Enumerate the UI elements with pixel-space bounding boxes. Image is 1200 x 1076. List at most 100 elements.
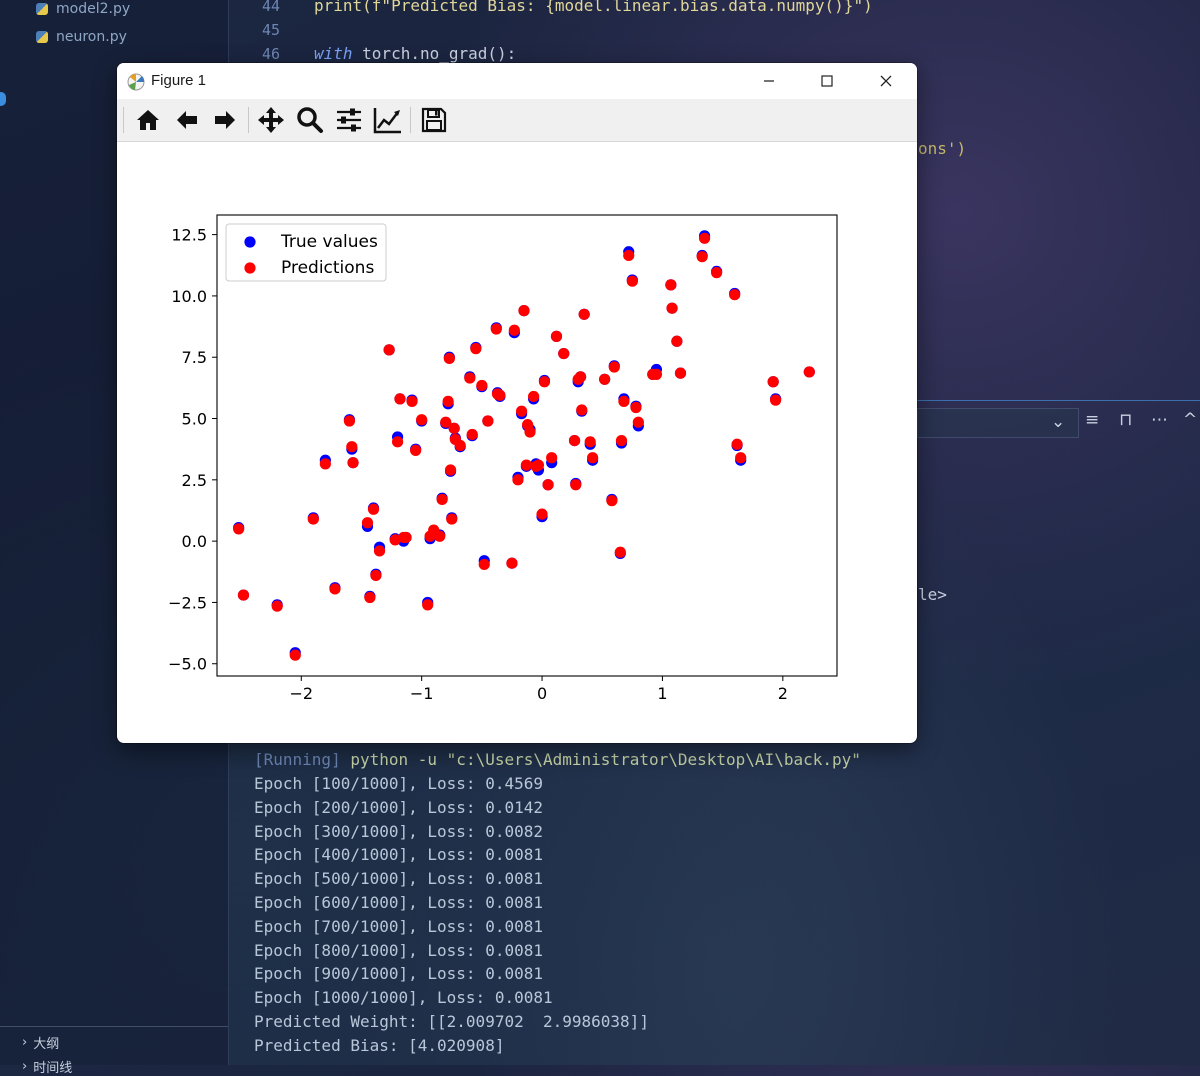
- panel-header: [917, 400, 1200, 445]
- terminal-line: Epoch [100/1000], Loss: 0.4569: [254, 774, 543, 793]
- scatter-point: [307, 513, 319, 525]
- scatter-point: [361, 517, 374, 529]
- timeline-label: 时间线: [33, 1061, 73, 1076]
- scatter-point: [410, 444, 422, 457]
- scatter-point: [442, 395, 454, 407]
- scatter-point: [482, 415, 494, 427]
- terminal-line: Epoch [1000/1000], Loss: 0.0081: [254, 988, 553, 1008]
- code-text: torch.no_grad():: [352, 44, 517, 63]
- scatter-point: [367, 503, 380, 515]
- scatter-point: [364, 591, 376, 604]
- terminal-select[interactable]: ⌄: [917, 408, 1079, 438]
- figure-titlebar[interactable]: Figure 1: [117, 63, 917, 99]
- close-icon: [880, 75, 892, 87]
- home-button[interactable]: [132, 104, 164, 136]
- scatter-point: [391, 436, 404, 448]
- running-tag: [Running]: [254, 750, 341, 769]
- line-number: 46: [262, 45, 281, 63]
- scatter-point: [615, 434, 628, 447]
- forward-button[interactable]: [209, 104, 241, 136]
- scatter-point: [346, 441, 358, 453]
- scatter-point: [394, 393, 406, 405]
- scatter-point: [233, 523, 245, 535]
- code-line-44[interactable]: print(f"Predicted Bias: {model.linear.bi…: [314, 0, 873, 15]
- y-tick-label: −2.5: [168, 593, 207, 612]
- scatter-point: [550, 330, 563, 342]
- scatter-point: [568, 434, 581, 447]
- scatter-point: [576, 404, 588, 416]
- scatter-point: [524, 426, 536, 438]
- scatter-point: [508, 324, 520, 336]
- scatter-point: [400, 531, 412, 544]
- scatter-point: [711, 267, 723, 279]
- axes-frame: [216, 214, 838, 677]
- scatter-point: [454, 439, 466, 452]
- maximize-icon: [821, 75, 833, 87]
- scatter-point: [289, 649, 301, 661]
- scatter-point: [630, 401, 642, 414]
- scatter-point: [422, 599, 434, 611]
- subplots-button[interactable]: [333, 104, 365, 136]
- scatter-point: [370, 569, 382, 582]
- scatter-point: [444, 464, 457, 476]
- file-name: neuron.py: [56, 29, 127, 45]
- more-actions-icon[interactable]: ⋯: [1151, 410, 1168, 430]
- scatter-point: [574, 371, 587, 383]
- pan-button[interactable]: [255, 104, 287, 136]
- close-button[interactable]: [863, 63, 909, 99]
- unlock-icon[interactable]: ⊓: [1119, 410, 1133, 430]
- matplotlib-logo-icon: [127, 73, 145, 91]
- outline-toggle[interactable]: › 大纲: [22, 1033, 59, 1052]
- minimize-button[interactable]: [746, 63, 792, 99]
- chevron-right-icon: ›: [22, 1059, 28, 1074]
- explorer-file-model2[interactable]: model2.py: [36, 1, 130, 17]
- scatter-point: [696, 251, 708, 263]
- python-file-icon: [36, 3, 48, 15]
- code-line-46[interactable]: with torch.no_grad():: [314, 44, 516, 63]
- scatter-point: [650, 368, 663, 380]
- scatter-plot[interactable]: −2 −1 0 1 2 −5.0 −2.5 0.0 2.5 5.0 7.5 10.0 12.5 True…: [117, 142, 917, 742]
- explorer-file-neuron[interactable]: neuron.py: [36, 29, 127, 45]
- scatter-point: [466, 428, 478, 441]
- scatter-point: [389, 534, 401, 546]
- edit-axis-icon: [373, 108, 401, 134]
- scatter-point: [735, 452, 747, 464]
- scatter-point: [446, 513, 458, 525]
- file-name: model2.py: [56, 1, 131, 17]
- scatter-point: [731, 438, 743, 450]
- zoom-button[interactable]: [294, 104, 326, 136]
- scatter-point: [608, 361, 620, 373]
- line-number: 44: [262, 0, 281, 15]
- scatter-point: [532, 459, 545, 471]
- scatter-point: [587, 452, 599, 464]
- maximize-button[interactable]: [804, 63, 850, 99]
- scatter-point: [440, 416, 452, 428]
- chevron-up-icon[interactable]: ^: [1183, 410, 1198, 430]
- minimize-icon: [764, 80, 774, 82]
- scatter-point: [373, 545, 386, 557]
- python-file-icon: [36, 31, 48, 43]
- y-tick-label: 2.5: [182, 471, 207, 490]
- scatter-point: [512, 474, 524, 486]
- terminal-line: Epoch [200/1000], Loss: 0.0142: [254, 797, 543, 817]
- scatter-point: [343, 415, 356, 427]
- figure-window[interactable]: Figure 1: [117, 63, 917, 743]
- scatter-point: [506, 557, 518, 569]
- scatter-point: [478, 558, 490, 571]
- edit-axis-button[interactable]: [372, 104, 404, 136]
- save-button[interactable]: [418, 104, 450, 136]
- y-tick-label: 12.5: [171, 226, 207, 245]
- scatter-point: [665, 279, 677, 291]
- scatter-point: [347, 457, 359, 469]
- clear-output-icon[interactable]: ≡: [1085, 410, 1100, 430]
- scatter-point: [536, 508, 548, 520]
- home-icon: [137, 110, 159, 130]
- terminal-line: Epoch [300/1000], Loss: 0.0082: [254, 821, 543, 841]
- legend-label: True values: [280, 232, 378, 252]
- terminal-line: Epoch [400/1000], Loss: 0.0081: [254, 845, 543, 865]
- terminal-line: Epoch [800/1000], Loss: 0.0081: [254, 940, 543, 960]
- scatter-point: [674, 367, 687, 379]
- back-button[interactable]: [171, 104, 203, 136]
- timeline-toggle[interactable]: › 时间线: [22, 1057, 72, 1076]
- scatter-point: [770, 394, 782, 406]
